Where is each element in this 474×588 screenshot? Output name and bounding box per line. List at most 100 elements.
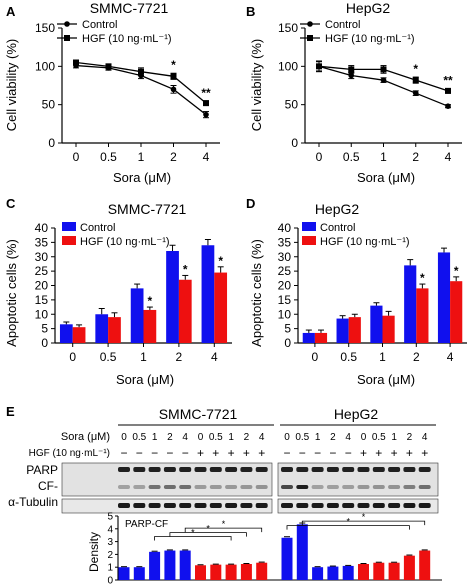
x-tick-label: 1: [140, 350, 147, 364]
significance-bracket: [301, 520, 426, 526]
panel-a: A SMMC-7721 Cell viability (%) Sora (μM)…: [4, 0, 172, 185]
legend-hgf-marker: [307, 35, 313, 41]
panel-a-title: SMMC-7721: [90, 0, 169, 16]
y-tick-label: 50: [285, 98, 299, 112]
hgf-value: −: [136, 446, 143, 460]
bar-hgf: [403, 555, 415, 580]
x-tick-label: 4: [211, 350, 218, 364]
band-tubulin: [163, 503, 176, 508]
blot-label-cf: CF-: [38, 479, 58, 493]
hgf-value: +: [243, 446, 250, 460]
band-cf: [194, 485, 207, 489]
cell-line-label-smmc: SMMC-7721: [159, 406, 238, 422]
hgf-value: +: [406, 446, 413, 460]
band-tubulin: [403, 503, 416, 508]
data-point-hgf: [348, 66, 355, 73]
sora-value: 1: [228, 432, 234, 443]
bar-hgf: [314, 332, 328, 343]
band-parp: [311, 467, 324, 472]
band-parp: [342, 467, 355, 472]
y-tick-label: 40: [278, 221, 292, 235]
band-tubulin: [342, 503, 355, 508]
sora-value: 4: [345, 432, 351, 443]
y-tick-label: 0: [107, 576, 113, 587]
panel-b-title: HepG2: [346, 0, 391, 16]
x-tick-label: 2: [176, 350, 183, 364]
panel-a-legend: Control HGF (10 ng·mL⁻¹): [57, 19, 172, 45]
band-cf: [179, 485, 192, 489]
band-parp: [403, 467, 416, 472]
hgf-value: −: [314, 446, 321, 460]
panel-d-title: HepG2: [315, 201, 360, 217]
band-cf: [148, 485, 161, 489]
sora-value: 4: [259, 432, 265, 443]
y-tick-label: 2: [107, 550, 113, 561]
panel-d-legend: Control HGF (10 ng·mL⁻¹): [302, 222, 410, 248]
panel-c-xlabel: Sora (μM): [116, 372, 174, 387]
significance-mark: *: [148, 294, 153, 308]
sora-value: 2: [244, 432, 250, 443]
legend-control-label: Control: [82, 19, 117, 31]
significance-mark: **: [443, 74, 453, 88]
band-cf: [209, 485, 222, 489]
x-tick-label: 2: [412, 150, 419, 164]
band-tubulin: [372, 503, 385, 508]
bar-control: [118, 567, 130, 580]
sora-value: 0: [121, 432, 127, 443]
sora-value: 0: [198, 432, 204, 443]
panel-letter-d: D: [246, 196, 255, 211]
band-tubulin: [296, 503, 309, 508]
sora-value: 0.5: [209, 432, 223, 443]
bar-control: [312, 567, 324, 580]
band-cf: [281, 485, 293, 489]
bar-hgf: [195, 565, 206, 580]
sora-value: 2: [167, 432, 173, 443]
significance-mark: *: [183, 262, 188, 276]
bar-control: [404, 265, 417, 343]
band-tubulin: [240, 503, 253, 508]
hgf-value: +: [421, 446, 428, 460]
hgf-value: −: [329, 446, 336, 460]
treatment-rows: 0 0.5 1 2 4 0 0.5 1 2 4 0 0.5 1 2 4 0 0.5 1 2 4− − − − − + + + + + − −…: [120, 432, 428, 460]
panel-e: E SMMC-7721 HepG2 Sora (μM) HGF (10 ng·m…: [6, 404, 439, 572]
y-tick-label: 10: [278, 307, 292, 321]
hgf-value: +: [258, 446, 265, 460]
hgf-value: +: [391, 446, 398, 460]
significance-mark: *: [206, 524, 210, 534]
bar-control: [95, 314, 109, 343]
bar-control: [302, 332, 315, 343]
panel-letter-c: C: [6, 196, 16, 211]
band-tubulin: [418, 503, 431, 508]
panel-letter-e: E: [6, 404, 15, 419]
y-tick-label: 5: [41, 322, 48, 336]
panel-d-ylabel: Apoptotic cells (%): [249, 239, 264, 347]
legend-hgf-marker: [64, 35, 70, 41]
band-tubulin: [118, 503, 130, 508]
y-tick-label: 30: [35, 250, 49, 264]
panel-b-legend: Control HGF (10 ng·mL⁻¹): [300, 19, 415, 45]
band-cf: [418, 485, 431, 489]
significance-mark: *: [346, 517, 350, 527]
panel-letter-b: B: [246, 4, 255, 19]
data-point-control: [348, 72, 355, 79]
y-tick-label: 5: [284, 322, 291, 336]
band-cf: [357, 485, 370, 489]
significance-mark: *: [454, 264, 459, 278]
legend-hgf-swatch: [302, 236, 316, 245]
bar-hgf: [450, 281, 463, 343]
y-tick-label: 35: [278, 235, 292, 249]
panel-d-xlabel: Sora (μM): [357, 372, 415, 387]
bar-control: [296, 524, 308, 580]
panel-b-ylabel: Cell viability (%): [249, 39, 264, 131]
band-cf: [403, 485, 416, 489]
data-point-control: [170, 86, 177, 93]
band-cf: [255, 485, 268, 489]
bar-control: [342, 565, 354, 580]
y-tick-label: 3: [107, 537, 113, 548]
band-tubulin: [133, 503, 146, 508]
data-point-hgf: [380, 66, 387, 73]
